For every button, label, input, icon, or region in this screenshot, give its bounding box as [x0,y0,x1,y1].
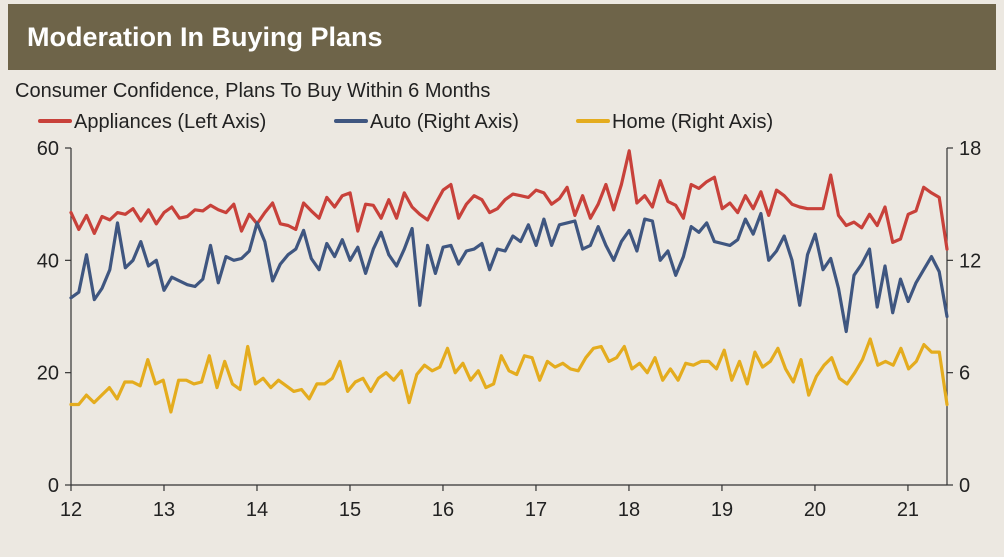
appliances-legend-label: Appliances (Left Axis) [74,111,266,133]
appliances-series-line [69,149,949,251]
x-tick-label: 12 [60,499,82,521]
chart-axes [65,147,953,491]
y-right-tick-label: 0 [959,475,970,497]
tick-labels: 0 20 40 60 0 6 12 18 12 13 14 15 16 17 18 19 20 21 [37,138,982,521]
x-tick-label: 13 [153,499,175,521]
auto-legend-label: Auto (Right Axis) [370,111,519,133]
home-legend-label: Home (Right Axis) [612,111,773,133]
x-tick-label: 17 [525,499,547,521]
y-right-tick-label: 6 [959,363,970,385]
y-right-tick-label: 18 [959,138,981,160]
chart-subtitle: Consumer Confidence, Plans To Buy Within… [15,80,490,102]
x-tick-label: 15 [339,499,361,521]
x-tick-label: 18 [618,499,640,521]
chart-legend: Appliances (Left Axis) Auto (Right Axis) H… [38,111,773,133]
auto-series-line [69,211,949,334]
y-left-tick-label: 40 [37,250,59,272]
x-tick-label: 19 [711,499,733,521]
y-right-tick-label: 12 [959,250,981,272]
series-lines [69,149,949,414]
page-title: Moderation In Buying Plans [27,22,383,52]
x-tick-label: 20 [804,499,826,521]
x-tick-label: 16 [432,499,454,521]
x-tick-label: 21 [897,499,919,521]
header-banner: Moderation In Buying Plans [8,4,996,70]
y-left-tick-label: 0 [48,475,59,497]
y-left-tick-label: 20 [37,363,59,385]
y-left-tick-label: 60 [37,138,59,160]
home-series-line [69,337,949,414]
x-tick-label: 14 [246,499,268,521]
